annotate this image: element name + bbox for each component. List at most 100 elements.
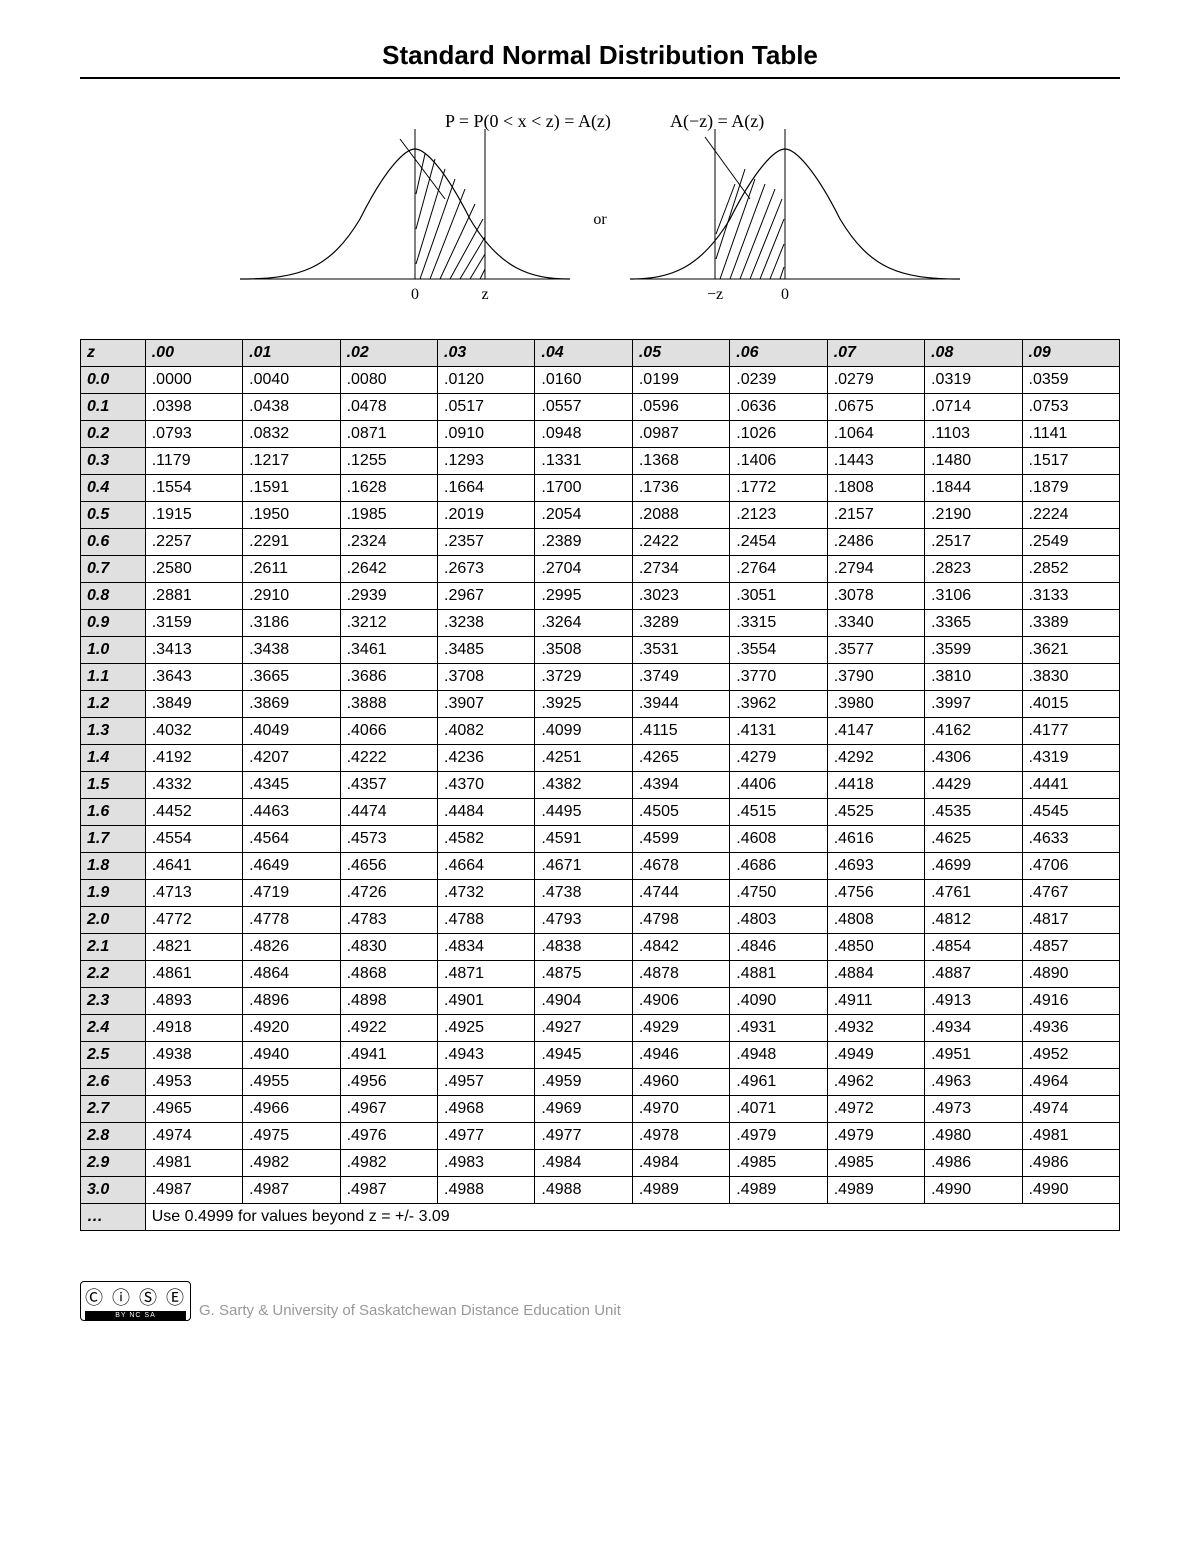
cell: .4878 (632, 961, 729, 988)
table-row: 1.4.4192.4207.4222.4236.4251.4265.4279.4… (81, 745, 1120, 772)
cell: .4826 (243, 934, 340, 961)
cell: .4599 (632, 826, 729, 853)
cell: .3944 (632, 691, 729, 718)
row-head: 0.6 (81, 529, 146, 556)
cell: .4898 (340, 988, 437, 1015)
table-row: 2.4.4918.4920.4922.4925.4927.4929.4931.4… (81, 1015, 1120, 1042)
table-row: 2.7.4965.4966.4967.4968.4969.4970.4071.4… (81, 1096, 1120, 1123)
cell: .4319 (1022, 745, 1119, 772)
cell: .3438 (243, 637, 340, 664)
cell: .2995 (535, 583, 632, 610)
cell: .4738 (535, 880, 632, 907)
cell: .3315 (730, 610, 827, 637)
cell: .4573 (340, 826, 437, 853)
cell: .4986 (1022, 1150, 1119, 1177)
row-head: 2.0 (81, 907, 146, 934)
cell: .4177 (1022, 718, 1119, 745)
cell: .3749 (632, 664, 729, 691)
row-head: 0.8 (81, 583, 146, 610)
cell: .4977 (438, 1123, 535, 1150)
cell: .0239 (730, 367, 827, 394)
cell: .4932 (827, 1015, 924, 1042)
cell: .2157 (827, 502, 924, 529)
z-table-head: z.00.01.02.03.04.05.06.07.08.09 (81, 340, 1120, 367)
cell: .4099 (535, 718, 632, 745)
cell: .0596 (632, 394, 729, 421)
cell: .4981 (145, 1150, 242, 1177)
cell: .1517 (1022, 448, 1119, 475)
cell: .4961 (730, 1069, 827, 1096)
z-label: z (481, 286, 488, 303)
cell: .3413 (145, 637, 242, 664)
formula-right: A(−z) = A(z) (670, 111, 764, 132)
cell: .1985 (340, 502, 437, 529)
cell: .1217 (243, 448, 340, 475)
cell: .0714 (925, 394, 1022, 421)
cell: .4726 (340, 880, 437, 907)
attribution-text: G. Sarty & University of Saskatchewan Di… (199, 1302, 621, 1321)
row-head: 1.7 (81, 826, 146, 853)
cell: .4953 (145, 1069, 242, 1096)
table-row: 1.5.4332.4345.4357.4370.4382.4394.4406.4… (81, 772, 1120, 799)
table-row: 1.6.4452.4463.4474.4484.4495.4505.4515.4… (81, 799, 1120, 826)
row-head: 0.1 (81, 394, 146, 421)
col-header: .00 (145, 340, 242, 367)
table-row: 1.9.4713.4719.4726.4732.4738.4744.4750.4… (81, 880, 1120, 907)
cell: .4744 (632, 880, 729, 907)
cell: .4990 (925, 1177, 1022, 1204)
cell: .4989 (730, 1177, 827, 1204)
cell: .4812 (925, 907, 1022, 934)
cell: .4929 (632, 1015, 729, 1042)
row-head: 2.8 (81, 1123, 146, 1150)
cell: .4071 (730, 1096, 827, 1123)
cell: .0478 (340, 394, 437, 421)
cell: .2224 (1022, 502, 1119, 529)
cell: .4147 (827, 718, 924, 745)
cell: .4441 (1022, 772, 1119, 799)
cell: .4987 (145, 1177, 242, 1204)
row-head: 1.6 (81, 799, 146, 826)
cell: .4015 (1022, 691, 1119, 718)
cell: .1736 (632, 475, 729, 502)
cell: .4608 (730, 826, 827, 853)
cell: .3264 (535, 610, 632, 637)
cell: .2257 (145, 529, 242, 556)
cell: .2549 (1022, 529, 1119, 556)
cell: .3907 (438, 691, 535, 718)
row-head: 2.5 (81, 1042, 146, 1069)
cell: .4913 (925, 988, 1022, 1015)
cell: .4964 (1022, 1069, 1119, 1096)
cell: .4616 (827, 826, 924, 853)
cell: .4957 (438, 1069, 535, 1096)
row-head: 2.7 (81, 1096, 146, 1123)
cell: .4162 (925, 718, 1022, 745)
cell: .4750 (730, 880, 827, 907)
cell: .4783 (340, 907, 437, 934)
cell: .0359 (1022, 367, 1119, 394)
cell: .4830 (340, 934, 437, 961)
cell: .4332 (145, 772, 242, 799)
col-header: .02 (340, 340, 437, 367)
row-head: 1.9 (81, 880, 146, 907)
cell: .4222 (340, 745, 437, 772)
cell: .0160 (535, 367, 632, 394)
cell: .2324 (340, 529, 437, 556)
row-head: 0.7 (81, 556, 146, 583)
cell: .4955 (243, 1069, 340, 1096)
cell: .2486 (827, 529, 924, 556)
table-row: 1.3.4032.4049.4066.4082.4099.4115.4131.4… (81, 718, 1120, 745)
row-head: 2.9 (81, 1150, 146, 1177)
cell: .0871 (340, 421, 437, 448)
cell: .2190 (925, 502, 1022, 529)
cell: .4049 (243, 718, 340, 745)
cell: .1700 (535, 475, 632, 502)
cell: .4090 (730, 988, 827, 1015)
distribution-diagram: 0 z P = P(0 < x < z) = A(z) A(−z) = A(z)… (80, 109, 1120, 329)
cell: .4984 (632, 1150, 729, 1177)
cell: .4968 (438, 1096, 535, 1123)
cell: .2517 (925, 529, 1022, 556)
row-head: 0.9 (81, 610, 146, 637)
cell: .3023 (632, 583, 729, 610)
cell: .0199 (632, 367, 729, 394)
cell: .2422 (632, 529, 729, 556)
